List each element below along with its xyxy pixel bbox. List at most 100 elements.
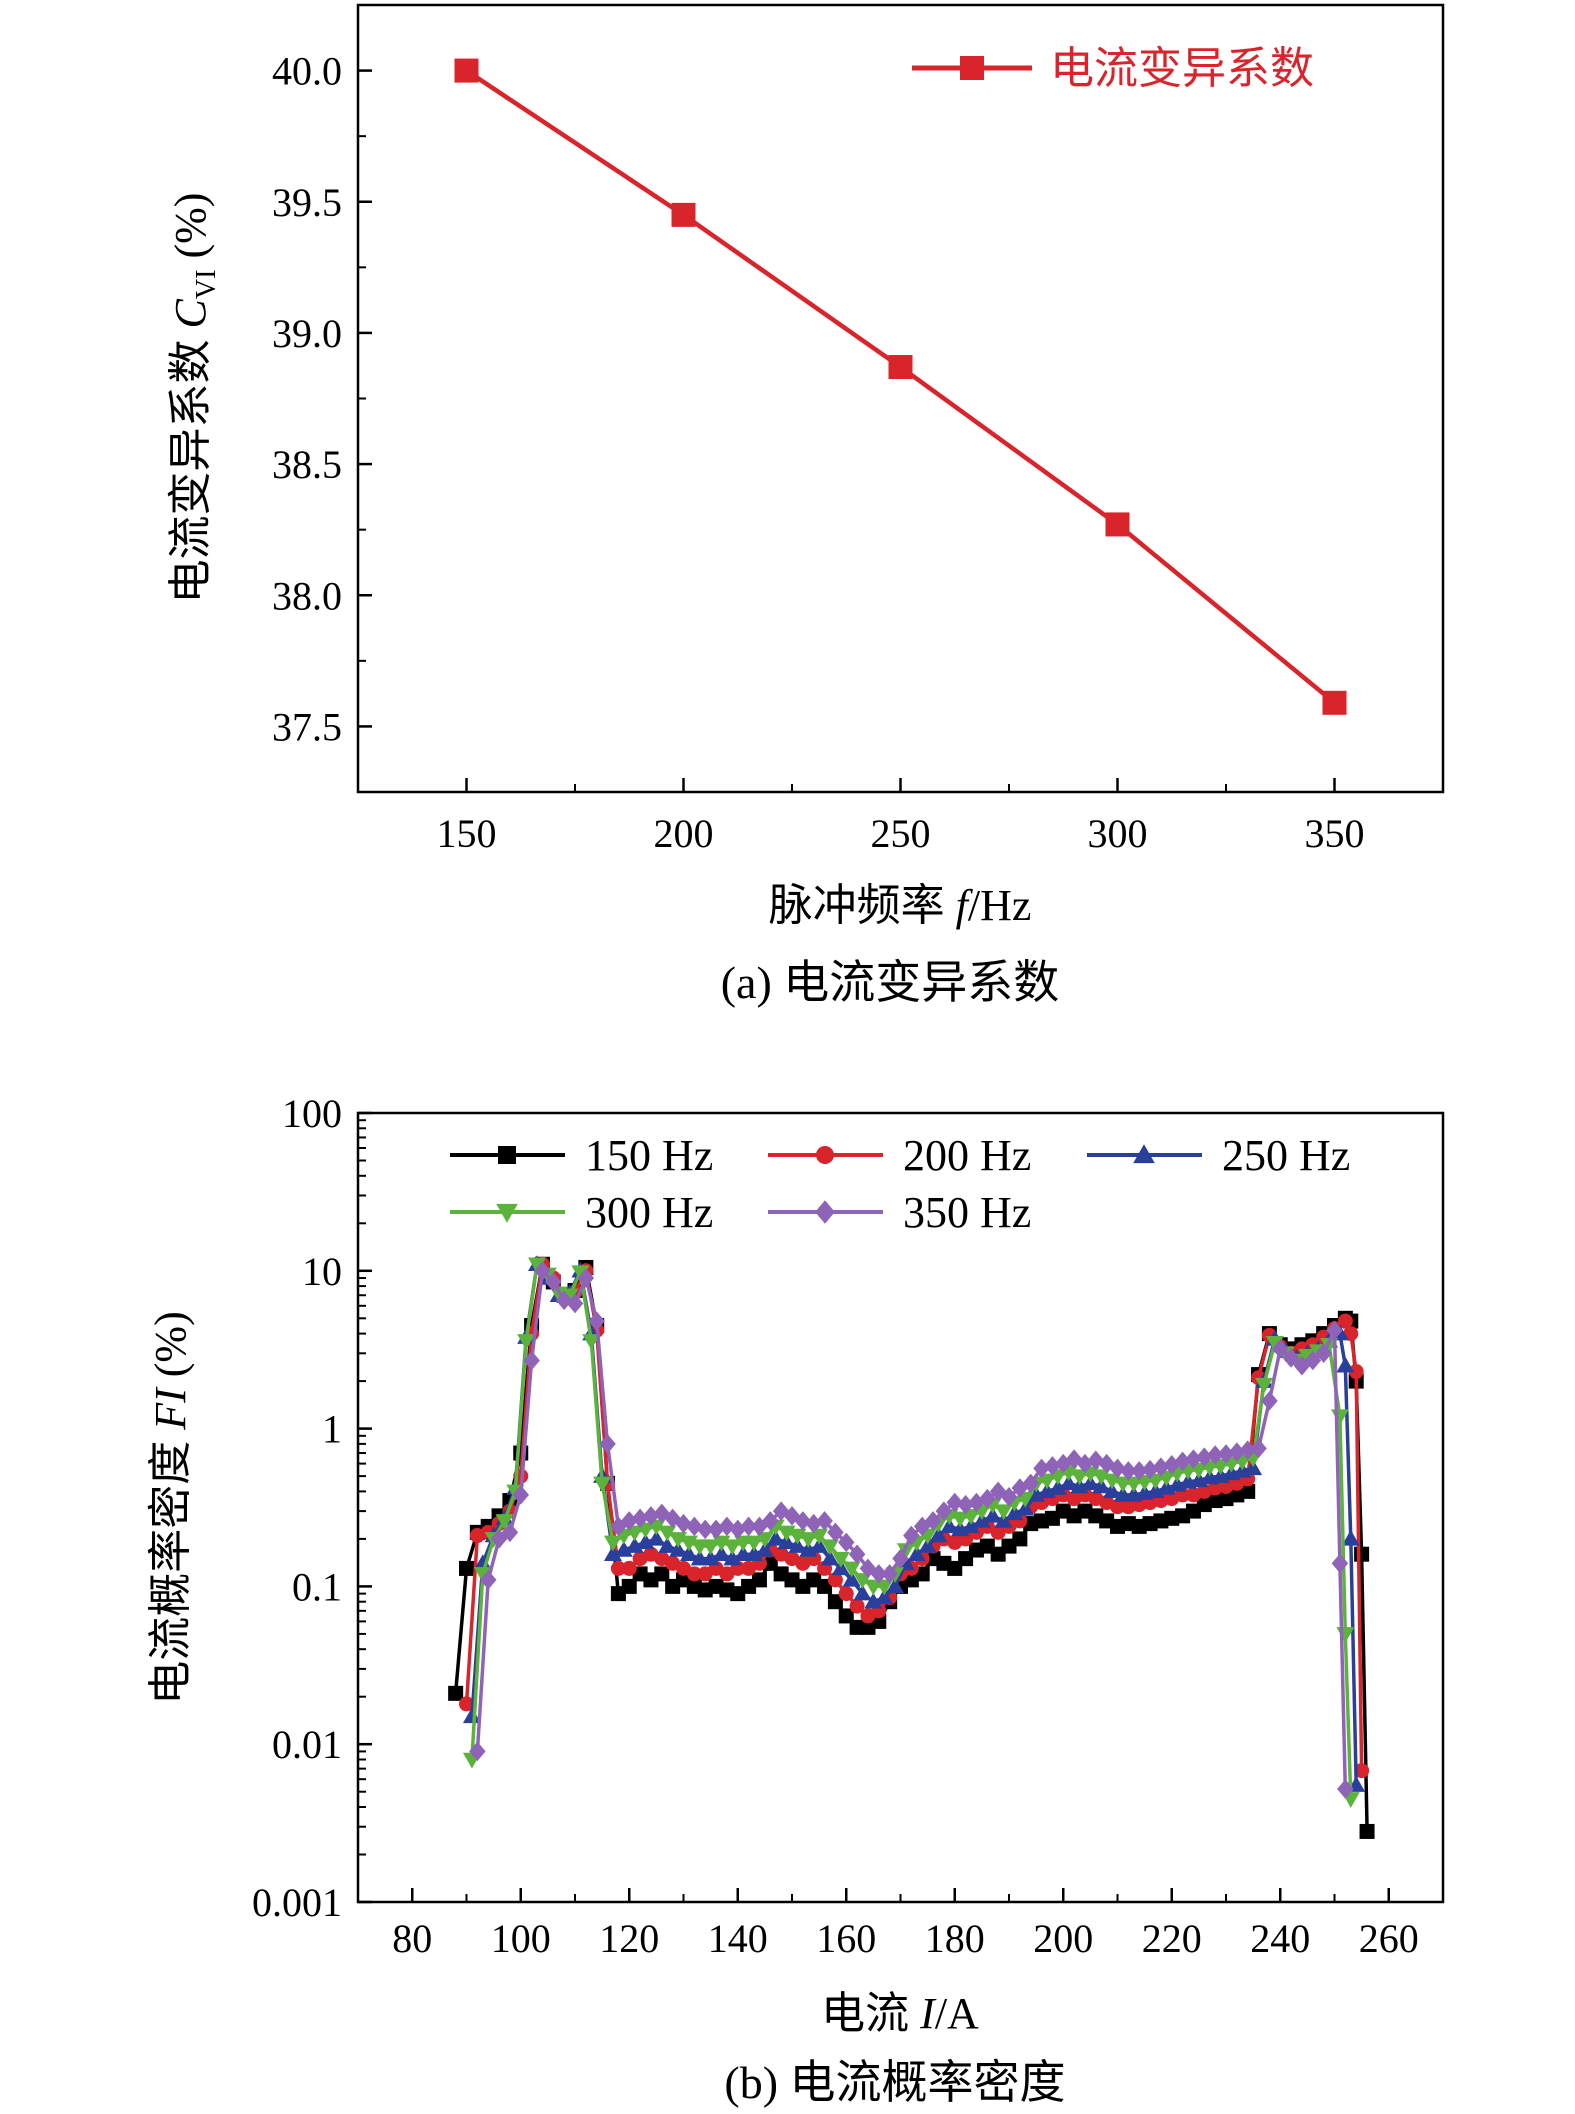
data-point <box>1228 1442 1246 1462</box>
data-point <box>888 355 913 380</box>
data-point <box>935 1501 953 1521</box>
chart-a-x-axis-label: 脉冲频率 f/Hz <box>769 881 1032 930</box>
data-point <box>1092 1469 1111 1486</box>
chart-b-ticks: 80 100 120 140 160 180 200 220 240 260 0.001 0.01 0.… <box>252 1091 1419 1961</box>
chart-a-legend-marker <box>960 56 984 80</box>
chart-b-x-axis-label: 电流 I/A <box>821 1989 979 2038</box>
chart-b-legend: 150 Hz 200 Hz 250 Hz 300 Hz 350 Hz <box>450 1131 1350 1237</box>
data-point <box>838 1586 854 1602</box>
data-point <box>994 1504 1013 1521</box>
data-point <box>881 1564 898 1584</box>
data-point <box>469 1741 486 1762</box>
data-point <box>1244 1459 1263 1476</box>
y-tick-label: 37.5 <box>272 704 342 749</box>
data-point <box>1141 1459 1159 1480</box>
data-point <box>1016 1499 1035 1516</box>
data-point <box>766 1529 785 1546</box>
data-point <box>831 1551 850 1568</box>
data-point <box>603 1535 622 1552</box>
chart-b-legend-item-1: 200 Hz <box>768 1131 1031 1180</box>
series-markers-4 <box>469 1261 1354 1799</box>
data-point <box>903 1525 920 1546</box>
data-point <box>810 1537 829 1553</box>
data-point <box>842 1561 861 1578</box>
data-point <box>1048 1479 1067 1495</box>
chart-b-caption: (b) 电流概率密度 <box>724 2057 1065 2108</box>
series-markers-0 <box>454 58 1347 715</box>
data-point <box>658 1537 677 1553</box>
data-point <box>647 1529 666 1546</box>
data-point <box>495 1514 514 1530</box>
data-point <box>675 1513 692 1534</box>
data-point <box>886 1577 905 1594</box>
data-point <box>745 1545 764 1561</box>
data-point <box>875 1588 894 1605</box>
data-point <box>817 1578 833 1594</box>
chart-a-plot-frame <box>356 3 1445 794</box>
data-point <box>842 1570 861 1587</box>
data-point <box>983 1506 1002 1523</box>
x-tick-label: 180 <box>925 1916 985 1961</box>
x-tick-label: 250 <box>871 811 931 856</box>
data-point <box>1239 1440 1256 1460</box>
y-tick-label: 39.0 <box>272 311 342 356</box>
data-point <box>848 1544 866 1564</box>
data-point <box>701 1539 720 1556</box>
series-line-0 <box>465 68 1336 705</box>
chart-a-legend-label: 电流变异系数 <box>1050 44 1314 93</box>
x-tick-label: 140 <box>708 1916 768 1961</box>
data-point <box>462 1707 481 1724</box>
data-point <box>799 1532 818 1548</box>
data-point <box>853 1584 872 1601</box>
data-point <box>1124 1476 1143 1493</box>
data-point <box>1217 1444 1235 1464</box>
chart-b-legend-item-2: 250 Hz <box>1087 1131 1350 1180</box>
legend-marker <box>815 1200 835 1224</box>
data-point <box>599 1434 616 1454</box>
data-point <box>1196 1447 1213 1467</box>
data-point <box>870 1564 888 1584</box>
data-point <box>820 1549 839 1566</box>
x-tick-label: 240 <box>1250 1916 1310 1961</box>
data-point <box>1282 1348 1300 1368</box>
x-tick-label: 350 <box>1305 811 1365 856</box>
data-point <box>701 1549 720 1566</box>
data-point <box>1354 1763 1370 1779</box>
data-point <box>686 1516 703 1537</box>
data-point <box>875 1579 894 1596</box>
data-point <box>805 1513 822 1534</box>
chart-b-current-probability-density: 80 100 120 140 160 180 200 220 240 260 0.001 0.01 0.… <box>146 1091 1445 2108</box>
chart-b-legend-item-3: 300 Hz <box>450 1188 713 1237</box>
data-point <box>723 1539 742 1556</box>
data-point <box>545 1272 562 1292</box>
data-point <box>512 1485 529 1505</box>
data-point <box>929 1526 948 1543</box>
data-point <box>1240 1483 1256 1499</box>
data-point <box>1348 1364 1364 1380</box>
data-point <box>479 1570 497 1590</box>
legend-label: 250 Hz <box>1222 1131 1350 1180</box>
data-point <box>1341 1529 1360 1546</box>
data-point <box>788 1537 807 1553</box>
data-point <box>577 1268 595 1288</box>
data-point <box>473 1567 492 1583</box>
data-point <box>1120 1461 1137 1481</box>
legend-label: 150 Hz <box>585 1131 713 1180</box>
data-point <box>951 1511 970 1528</box>
data-point <box>448 1685 464 1701</box>
series-line-2 <box>470 1262 1358 1786</box>
y-tick-label: 0.1 <box>292 1564 342 1609</box>
chart-b-series <box>448 1255 1375 1839</box>
data-point <box>1174 1451 1191 1472</box>
chart-a-coefficient-of-variation: 150 200 250 300 35037.538.038.539.039.540.0 … <box>166 3 1445 1008</box>
legend-marker <box>1133 1144 1155 1164</box>
data-point <box>658 1525 677 1542</box>
data-point <box>1130 1461 1148 1481</box>
data-point <box>1109 1458 1126 1479</box>
data-point <box>1254 1377 1273 1394</box>
data-point <box>621 1511 638 1531</box>
data-point <box>962 1517 981 1534</box>
data-point <box>593 1476 612 1493</box>
data-point <box>631 1508 649 1529</box>
